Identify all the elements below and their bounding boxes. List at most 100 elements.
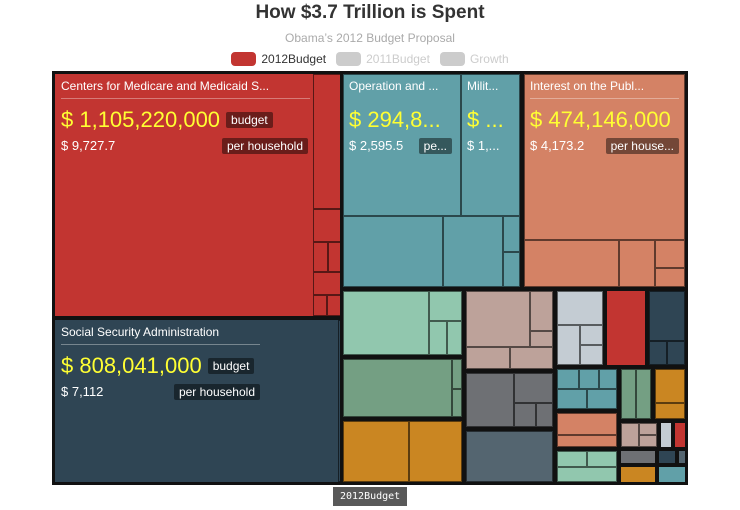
treemap-subnode[interactable] bbox=[639, 435, 657, 447]
treemap-node-unlabeled[interactable] bbox=[677, 449, 687, 465]
treemap-subnode[interactable] bbox=[649, 341, 667, 365]
treemap-subnode[interactable] bbox=[514, 373, 553, 403]
legend: 2012Budget 2011Budget Growth bbox=[0, 52, 740, 66]
node-household-amount: $ 4,173.2 bbox=[530, 138, 585, 153]
treemap-node-unlabeled[interactable] bbox=[659, 421, 673, 449]
treemap-subnode[interactable] bbox=[313, 272, 340, 295]
treemap-node-medicare[interactable]: Centers for Medicare and Medicaid S... $… bbox=[53, 72, 342, 318]
treemap-node-unlabeled[interactable] bbox=[464, 289, 555, 371]
treemap-node-interest[interactable]: Interest on the Publ... $ 474,146,000 $ … bbox=[522, 72, 687, 289]
treemap-subnode[interactable] bbox=[557, 389, 587, 409]
treemap-node-unlabeled[interactable] bbox=[464, 429, 555, 484]
treemap-subnode[interactable] bbox=[313, 74, 340, 209]
treemap-node-unlabeled[interactable] bbox=[464, 371, 555, 429]
treemap-subnode[interactable] bbox=[619, 240, 655, 287]
treemap-node-unlabeled[interactable] bbox=[605, 289, 647, 367]
treemap-node-unlabeled[interactable] bbox=[341, 357, 464, 419]
treemap-subnode[interactable] bbox=[621, 423, 639, 447]
treemap-subnode[interactable] bbox=[655, 403, 685, 419]
treemap-subnode[interactable] bbox=[649, 291, 685, 341]
treemap-node-unlabeled[interactable] bbox=[657, 449, 677, 465]
treemap-subnode[interactable] bbox=[409, 421, 462, 482]
treemap-subnode[interactable] bbox=[524, 74, 685, 240]
treemap-node-defense[interactable]: Operation and ... $ 294,8... $ 2,595.5 p… bbox=[341, 72, 522, 289]
treemap-subnode[interactable] bbox=[557, 435, 617, 447]
node-label: Centers for Medicare and Medicaid S... bbox=[61, 79, 270, 93]
treemap-subnode[interactable] bbox=[580, 345, 603, 365]
chart-title: How $3.7 Trillion is Spent bbox=[255, 2, 485, 23]
per-household-tag: per house... bbox=[605, 138, 679, 154]
treemap-node-unlabeled[interactable] bbox=[619, 449, 657, 465]
treemap-subnode[interactable] bbox=[452, 359, 462, 389]
treemap-subnode[interactable] bbox=[621, 369, 636, 419]
treemap-subnode[interactable] bbox=[327, 295, 340, 316]
treemap-node-unlabeled[interactable] bbox=[555, 411, 619, 449]
treemap-subnode[interactable] bbox=[587, 451, 617, 467]
treemap-subnode[interactable] bbox=[447, 321, 462, 355]
treemap-node-unlabeled[interactable] bbox=[619, 465, 657, 484]
treemap-subnode[interactable] bbox=[557, 451, 587, 467]
budget-tag: budget bbox=[226, 112, 273, 128]
treemap-subnode[interactable] bbox=[536, 403, 553, 427]
treemap-node-unlabeled[interactable] bbox=[653, 367, 687, 421]
treemap-subnode[interactable] bbox=[466, 431, 553, 482]
treemap-subnode[interactable] bbox=[557, 325, 580, 365]
treemap-subnode[interactable] bbox=[514, 403, 536, 427]
treemap-subnode[interactable] bbox=[313, 209, 340, 242]
treemap-subnode[interactable] bbox=[452, 389, 462, 417]
treemap-subnode[interactable] bbox=[343, 74, 461, 216]
treemap-subnode[interactable] bbox=[639, 423, 657, 435]
treemap-subnode[interactable] bbox=[530, 291, 553, 331]
treemap-subnode[interactable] bbox=[655, 240, 685, 268]
treemap-subnode[interactable] bbox=[429, 321, 447, 355]
treemap-subnode[interactable] bbox=[557, 291, 603, 325]
treemap-subnode[interactable] bbox=[530, 331, 553, 347]
treemap-subnode[interactable] bbox=[338, 320, 340, 482]
treemap-subnode[interactable] bbox=[655, 268, 685, 287]
treemap-subnode[interactable] bbox=[579, 369, 599, 389]
treemap-node-unlabeled[interactable] bbox=[555, 367, 619, 411]
per-household-tag: pe... bbox=[418, 138, 452, 154]
treemap-node-unlabeled[interactable] bbox=[341, 419, 464, 484]
treemap-subnode[interactable] bbox=[655, 369, 685, 403]
legend-item-growth[interactable]: Growth bbox=[439, 52, 509, 66]
treemap-subnode[interactable] bbox=[313, 295, 327, 316]
treemap-node-unlabeled[interactable] bbox=[673, 421, 687, 449]
treemap-subnode[interactable] bbox=[557, 467, 617, 482]
treemap-subnode[interactable] bbox=[343, 421, 409, 482]
treemap-subnode[interactable] bbox=[466, 373, 514, 427]
treemap-subnode[interactable] bbox=[503, 252, 520, 287]
treemap-subnode[interactable] bbox=[510, 347, 553, 369]
node-budget-amount: $ 808,041,000 bbox=[61, 353, 202, 378]
treemap-node-unlabeled[interactable] bbox=[555, 289, 605, 367]
treemap-node-social-security[interactable]: Social Security Administration $ 808,041… bbox=[53, 318, 342, 484]
treemap-subnode[interactable] bbox=[557, 369, 579, 389]
legend-item-2012budget[interactable]: 2012Budget bbox=[231, 52, 326, 66]
node-budget-row: $ 1,105,220,000 budget bbox=[61, 107, 334, 133]
treemap-node-unlabeled[interactable] bbox=[341, 289, 464, 357]
treemap-subnode[interactable] bbox=[466, 291, 530, 347]
treemap-subnode[interactable] bbox=[343, 291, 429, 355]
treemap-node-unlabeled[interactable] bbox=[647, 289, 687, 367]
treemap-subnode[interactable] bbox=[636, 369, 651, 419]
treemap-subnode[interactable] bbox=[429, 291, 462, 321]
treemap-node-unlabeled[interactable] bbox=[657, 465, 687, 484]
treemap-subnode[interactable] bbox=[587, 389, 617, 409]
treemap-subnode[interactable] bbox=[503, 216, 520, 252]
treemap-subnode[interactable] bbox=[443, 216, 503, 287]
legend-item-2011budget[interactable]: 2011Budget bbox=[336, 52, 430, 66]
treemap-subnode[interactable] bbox=[557, 413, 617, 435]
treemap-subnode[interactable] bbox=[667, 341, 685, 365]
treemap-subnode[interactable] bbox=[343, 359, 452, 417]
treemap-subnode[interactable] bbox=[599, 369, 617, 389]
treemap-node-unlabeled[interactable] bbox=[555, 449, 619, 484]
treemap-subnode[interactable] bbox=[328, 242, 340, 272]
treemap-subnode[interactable] bbox=[466, 347, 510, 369]
treemap-subnode[interactable] bbox=[524, 240, 619, 287]
treemap-subnode[interactable] bbox=[343, 216, 443, 287]
treemap-subnode[interactable] bbox=[461, 74, 520, 216]
treemap-subnode[interactable] bbox=[313, 242, 328, 272]
treemap-node-unlabeled[interactable] bbox=[619, 421, 659, 449]
treemap-subnode[interactable] bbox=[580, 325, 603, 345]
treemap-node-unlabeled[interactable] bbox=[619, 367, 653, 421]
